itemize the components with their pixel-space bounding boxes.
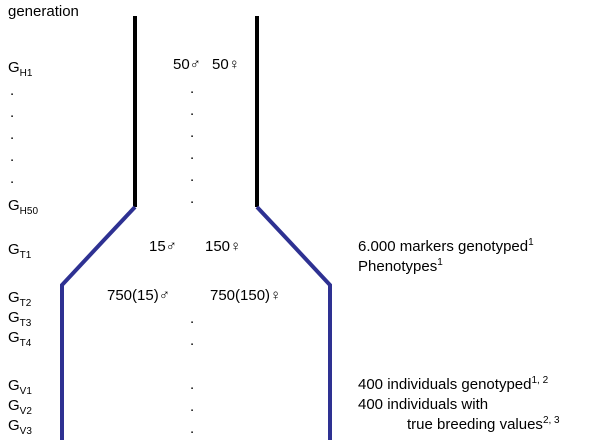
population-h1-male: 50♂ <box>173 56 201 73</box>
ellipsis-dot: . <box>190 332 195 349</box>
ellipsis-dot: . <box>10 82 15 99</box>
generation-label-h50: GH50 <box>8 197 39 217</box>
annotation-phenotypes: Phenotypes1 <box>358 257 443 276</box>
ellipsis-dot: . <box>10 148 15 165</box>
generation-label-v3: GV3 <box>8 417 32 437</box>
population-t2-male: 750(15)♂ <box>107 287 170 304</box>
annotation-markers: 6.000 markers genotyped1 <box>358 237 534 256</box>
ellipsis-dot: . <box>10 104 15 121</box>
ellipsis-dot: . <box>190 168 195 185</box>
generation-label-t4: GT4 <box>8 329 32 349</box>
ellipsis-dot: . <box>190 146 195 163</box>
generation-label-t1: GT1 <box>8 241 32 261</box>
population-t1-male: 15♂ <box>149 238 177 255</box>
ellipsis-dot: . <box>190 190 195 207</box>
generation-label-t2: GT2 <box>8 289 32 309</box>
generation-header: generation <box>8 3 79 20</box>
generation-label-t3: GT3 <box>8 309 32 329</box>
population-t2-female: 750(150)♀ <box>210 287 282 304</box>
generation-label-h1: GH1 <box>8 59 33 79</box>
expansion-left-line <box>60 205 137 440</box>
annotation-true-breeding-values: true breeding values2, 3 <box>407 415 560 434</box>
generation-label-v1: GV1 <box>8 377 32 397</box>
generation-label-v2: GV2 <box>8 397 32 417</box>
annotation-genotyped: 400 individuals genotyped1, 2 <box>358 375 549 394</box>
ellipsis-dot: . <box>10 126 15 143</box>
ellipsis-dot: . <box>190 310 195 327</box>
population-h1-female: 50♀ <box>212 56 240 73</box>
ellipsis-dot: . <box>190 80 195 97</box>
ellipsis-dot: . <box>190 124 195 141</box>
annotation-with: 400 individuals with <box>358 396 489 413</box>
ellipsis-dot: . <box>190 376 195 393</box>
ellipsis-dot: . <box>190 398 195 415</box>
expansion-right-line <box>255 205 332 440</box>
ellipsis-dot: . <box>10 170 15 187</box>
population-t1-female: 150♀ <box>205 238 242 255</box>
ellipsis-dot: . <box>190 420 195 437</box>
ellipsis-dot: . <box>190 102 195 119</box>
